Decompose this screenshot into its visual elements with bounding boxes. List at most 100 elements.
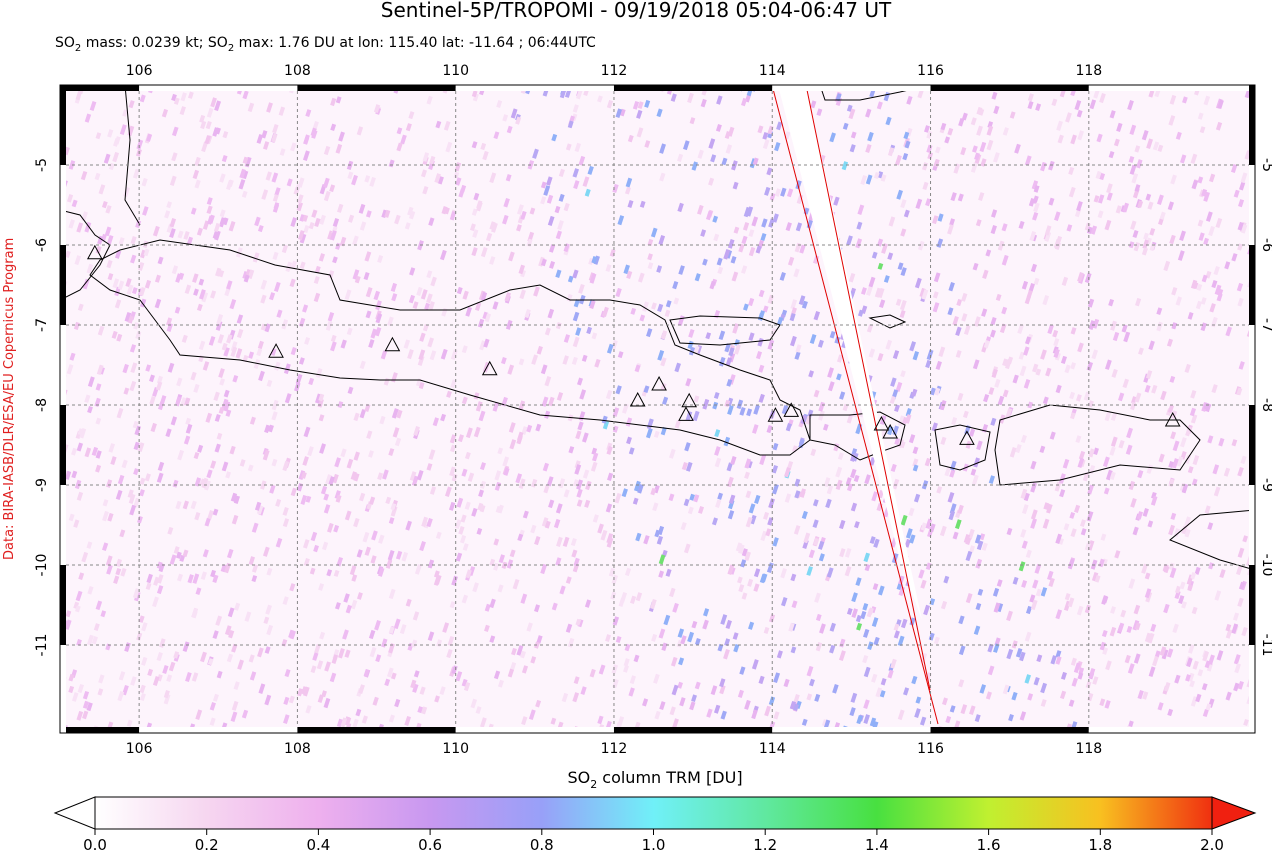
so2-pixel [774, 142, 781, 152]
so2-pixel [1190, 696, 1198, 707]
so2-pixel [719, 678, 726, 688]
so2-pixel [386, 667, 394, 678]
so2-pixel [659, 701, 666, 711]
so2-pixel [226, 179, 233, 191]
frame-segment [455, 727, 614, 733]
so2-pixel [546, 194, 554, 204]
so2-pixel [1169, 375, 1176, 383]
so2-pixel [426, 463, 433, 471]
frame-segment [613, 727, 773, 733]
so2-pixel [422, 185, 429, 195]
so2-pixel [837, 452, 844, 460]
so2-pixel [903, 131, 910, 140]
so2-pixel [975, 558, 983, 569]
so2-pixel [890, 377, 897, 387]
so2-pixel [416, 469, 424, 481]
so2-pixel [179, 106, 186, 116]
so2-pixel [1012, 374, 1019, 384]
so2-pixel [200, 120, 207, 130]
so2-pixel [553, 518, 561, 529]
so2-pixel [1086, 226, 1093, 234]
so2-pixel [727, 238, 735, 249]
so2-pixel [1005, 408, 1013, 419]
so2-pixel [1189, 407, 1197, 417]
so2-pixel [580, 686, 587, 696]
so2-pixel [114, 250, 122, 259]
so2-pixel [852, 410, 858, 418]
so2-pixel [313, 544, 319, 553]
so2-pixel [480, 142, 487, 151]
so2-pixel [174, 306, 181, 314]
so2-pixel [665, 300, 672, 308]
frame-segment [1249, 85, 1255, 165]
so2-pixel [461, 396, 468, 405]
so2-pixel [885, 116, 892, 126]
so2-pixel [846, 235, 853, 246]
so2-pixel [364, 546, 371, 556]
so2-pixel [1070, 528, 1077, 538]
so2-pixel [1202, 709, 1209, 718]
so2-pixel [732, 632, 739, 640]
so2-pixel [139, 477, 146, 485]
so2-pixel [196, 227, 203, 236]
so2-pixel [1020, 528, 1027, 538]
so2-pixel [1254, 580, 1255, 589]
so2-pixel [348, 214, 355, 223]
so2-pixel [559, 89, 567, 99]
so2-pixel [779, 272, 786, 281]
so2-pixel [1064, 364, 1071, 374]
so2-pixel [801, 300, 808, 309]
so2-pixel [784, 493, 792, 503]
so2-pixel [1079, 519, 1086, 528]
so2-pixel [809, 678, 815, 687]
so2-pixel [1054, 352, 1061, 361]
so2-pixel [548, 244, 556, 253]
so2-pixel [179, 554, 186, 562]
so2-pixel [1146, 138, 1153, 150]
so2-pixel [960, 147, 967, 156]
so2-pixel [711, 517, 718, 526]
so2-pixel [606, 343, 614, 354]
so2-pixel [670, 93, 677, 102]
so2-pixel [620, 591, 628, 603]
so2-pixel [242, 156, 249, 164]
so2-pixel [885, 339, 893, 350]
so2-pixel [405, 520, 412, 531]
so2-pixel [1021, 280, 1029, 290]
so2-pixel [614, 492, 622, 504]
so2-pixel [139, 286, 146, 297]
so2-pixel [855, 577, 862, 586]
colorbar-ticks: 0.0 0.2 0.4 0.6 0.8 1.0 1.2 1.4 1.6 1.8 2.0 [83, 829, 1224, 854]
so2-pixel [414, 564, 422, 575]
so2-pixel [241, 190, 248, 198]
so2-pixel [426, 95, 433, 105]
so2-pixel [407, 349, 414, 360]
so2-pixel [1101, 629, 1108, 638]
so2-pixel [330, 123, 337, 132]
so2-pixel [506, 125, 513, 134]
so2-pixel [304, 337, 311, 345]
so2-pixel [144, 279, 152, 289]
so2-pixel [1208, 562, 1214, 570]
so2-pixel [339, 236, 347, 247]
so2-pixel [605, 634, 612, 643]
so2-pixel [457, 434, 464, 443]
so2-pixel [1042, 294, 1050, 306]
so2-pixel [226, 334, 233, 344]
so2-pixel [993, 105, 1000, 115]
so2-pixel [738, 243, 745, 253]
so2-pixel [550, 717, 557, 725]
so2-pixel [460, 514, 467, 523]
so2-pixel [654, 710, 661, 720]
so2-pixel [149, 395, 156, 405]
so2-pixel [869, 456, 876, 466]
so2-pixel [1145, 193, 1152, 201]
so2-pixel [206, 197, 213, 206]
so2-pixel [123, 387, 130, 395]
so2-pixel [518, 358, 525, 366]
so2-pixel [232, 374, 239, 383]
so2-pixel [1068, 699, 1075, 707]
so2-pixel [1028, 197, 1036, 207]
so2-pixel [353, 517, 360, 528]
so2-pixel [1097, 210, 1104, 219]
